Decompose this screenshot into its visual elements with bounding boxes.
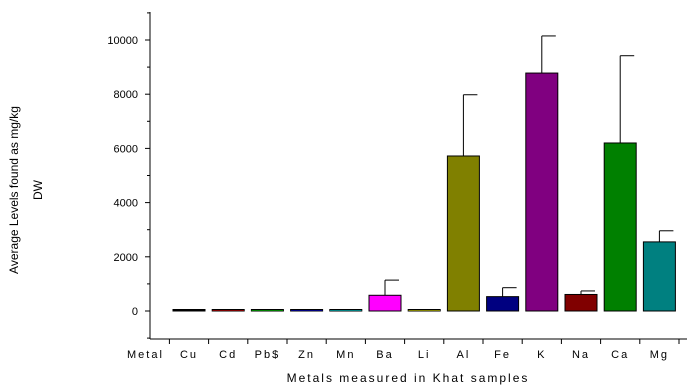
x-tick-label: Na xyxy=(572,349,590,361)
x-tick-label: Fe xyxy=(494,349,511,361)
bar-k xyxy=(525,72,559,312)
x-tick-label: Zn xyxy=(298,349,315,361)
x-axis-title: Metals measured in Khat samples xyxy=(287,371,530,385)
bar-al xyxy=(446,155,480,312)
bar-pb xyxy=(250,309,284,312)
x-tick-label: Ca xyxy=(611,349,629,361)
y-ticks: 0 2000 4000 6000 8000 10000 xyxy=(107,12,150,339)
bar-zn xyxy=(290,309,324,312)
bar-li xyxy=(407,309,441,312)
y-tick-label: 2000 xyxy=(114,252,138,264)
bar-cd xyxy=(211,309,245,312)
y-axis-title-line-1: Average Levels found as mg/kg xyxy=(7,106,21,274)
bar-cu xyxy=(172,309,206,312)
bar-mn xyxy=(329,309,363,312)
x-tick-label: Mg xyxy=(650,349,669,361)
bar-mg xyxy=(642,241,676,312)
error-bars-layer xyxy=(384,35,674,297)
x-tick-label: Ba xyxy=(376,349,393,361)
y-axis-title-line-2: DW xyxy=(31,179,45,200)
y-tick-label: 8000 xyxy=(114,89,138,101)
x-first-tick-label: Metal xyxy=(127,349,164,361)
y-tick-label: 6000 xyxy=(114,143,138,155)
x-tick-label: Pb$ xyxy=(255,349,281,361)
x-ticks: Cu Cd Pb$ Zn Mn Ba Li Al Fe K Na Ca Mg xyxy=(168,339,680,361)
x-tick-label: Cd xyxy=(219,349,237,361)
bar-ba xyxy=(368,294,402,312)
x-tick-label: Li xyxy=(418,349,431,361)
bar-fe xyxy=(486,296,520,312)
y-tick-label: 0 xyxy=(132,306,138,318)
bar-ca xyxy=(603,142,637,312)
y-tick-label: 10000 xyxy=(107,35,138,47)
bars-layer xyxy=(172,72,676,312)
x-tick-label: Cu xyxy=(180,349,198,361)
x-tick-label: Al xyxy=(457,349,471,361)
x-tick-label: K xyxy=(537,349,546,361)
bar-na xyxy=(564,293,598,312)
y-tick-label: 4000 xyxy=(114,198,138,210)
x-tick-label: Mn xyxy=(336,349,355,361)
